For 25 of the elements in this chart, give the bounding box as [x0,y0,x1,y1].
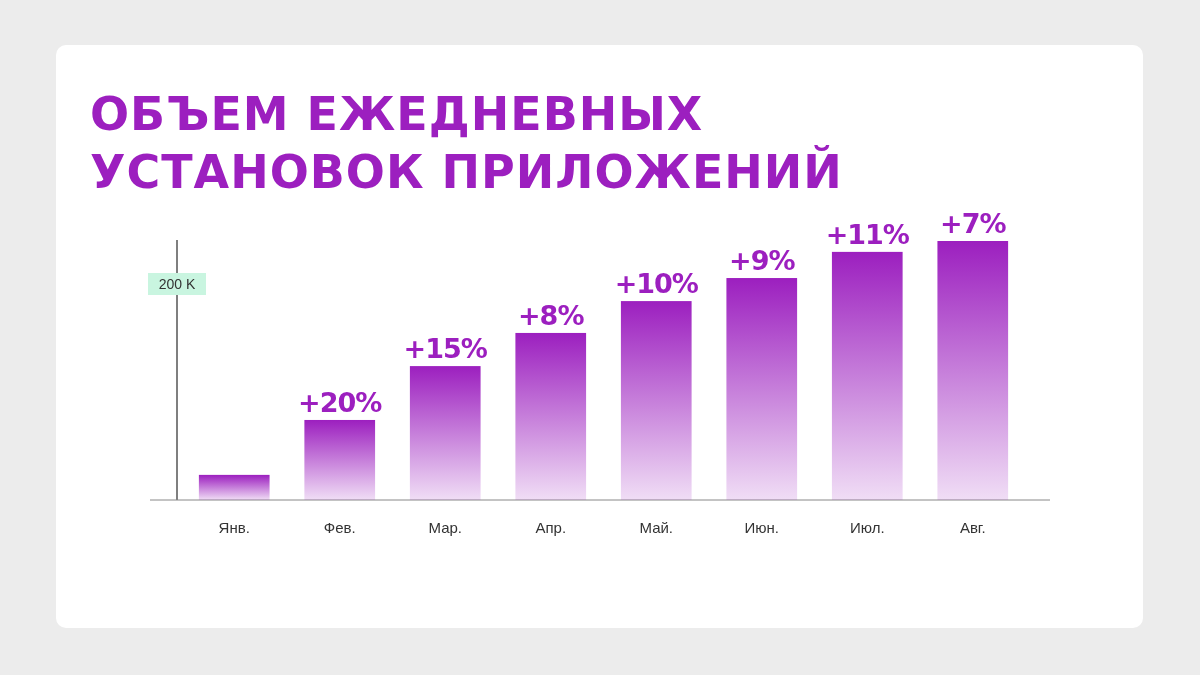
bar [620,301,692,500]
annotation: +9% [729,245,796,277]
bar [726,278,798,500]
x-tick-label: Фев. [323,519,356,536]
x-tick-label: Июл. [849,519,885,536]
bar [831,251,903,500]
x-tick-label: Мар. [428,519,462,536]
annotation: 200 K [158,276,196,292]
annotation: +20% [298,386,383,418]
annotation: +10% [614,268,699,300]
x-tick-label: Апр. [535,519,567,536]
annotation: +11% [825,218,910,250]
bar [409,366,481,500]
x-tick-label: Май. [639,519,674,536]
x-tick-label: Янв. [218,519,250,536]
chart-title: ОБЪЕМ ЕЖЕДНЕВНЫХ УСТАНОВОК ПРИЛОЖЕНИЙ [90,87,843,199]
x-tick-label: Июн. [744,519,779,536]
annotation: +7% [940,208,1007,239]
annotation: +8% [518,299,585,331]
annotation: +15% [403,333,488,365]
x-tick-label: Авг. [959,519,986,536]
bar [304,419,376,500]
bar [198,474,270,500]
bar [515,332,587,500]
bar [937,241,1009,500]
